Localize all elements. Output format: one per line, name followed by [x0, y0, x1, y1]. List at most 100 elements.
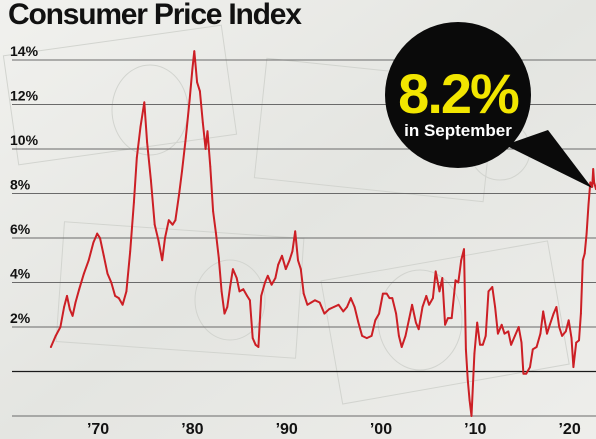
- data-point: [346, 306, 348, 308]
- data-point: [531, 348, 534, 351]
- data-point: [431, 297, 434, 299]
- data-point: [457, 281, 460, 284]
- callout-pointer: [505, 130, 592, 188]
- y-tick-label: 8%: [10, 177, 31, 193]
- data-point: [417, 328, 420, 331]
- data-point: [529, 366, 531, 368]
- data-point: [514, 335, 516, 337]
- data-point: [525, 372, 528, 375]
- data-point: [274, 277, 277, 279]
- data-point: [153, 223, 156, 226]
- data-point: [581, 259, 584, 262]
- data-point: [167, 219, 170, 222]
- data-point: [447, 317, 449, 319]
- data-point: [572, 366, 575, 368]
- data-point: [558, 326, 561, 328]
- data-point: [178, 192, 181, 195]
- data-point: [357, 321, 360, 324]
- x-tick-label: ’00: [370, 421, 392, 438]
- x-axis-ticks: ’70 ’80 ’90 ’00 ’10 ’20: [87, 421, 581, 438]
- data-point: [206, 130, 209, 133]
- data-point: [114, 294, 116, 297]
- data-point: [374, 319, 377, 322]
- data-point: [266, 274, 269, 277]
- data-point: [585, 232, 588, 235]
- data-point: [188, 99, 191, 101]
- data-point: [434, 270, 437, 273]
- data-point: [391, 297, 394, 299]
- data-point: [232, 268, 234, 271]
- data-point: [277, 263, 280, 266]
- data-point: [507, 330, 510, 333]
- data-point: [487, 290, 490, 293]
- data-point: [191, 68, 194, 70]
- data-point: [129, 250, 132, 253]
- data-point: [328, 308, 331, 311]
- data-point: [337, 303, 340, 306]
- data-point: [323, 312, 326, 315]
- data-point: [520, 341, 523, 344]
- data-point: [284, 268, 287, 271]
- data-point: [92, 241, 95, 244]
- data-point: [593, 181, 596, 184]
- data-point: [570, 337, 573, 340]
- data-point: [561, 335, 563, 337]
- data-point: [395, 312, 397, 315]
- data-point: [546, 332, 548, 335]
- data-point: [125, 290, 128, 293]
- data-point: [481, 343, 484, 346]
- data-point: [539, 332, 542, 335]
- data-point: [59, 326, 62, 328]
- data-point: [476, 321, 479, 324]
- y-tick-label: 4%: [10, 266, 31, 282]
- callout-circle: [385, 22, 531, 168]
- data-point: [542, 310, 545, 313]
- data-point: [500, 323, 503, 326]
- data-point: [99, 237, 101, 239]
- data-point: [575, 341, 578, 344]
- data-point: [157, 239, 160, 242]
- data-point: [400, 346, 403, 348]
- x-tick-label: ’20: [558, 421, 580, 438]
- data-point: [411, 303, 414, 306]
- data-point: [260, 294, 263, 297]
- data-point: [174, 219, 177, 222]
- data-point: [414, 321, 417, 324]
- data-point: [425, 294, 428, 297]
- data-point: [398, 335, 400, 337]
- data-point: [270, 283, 273, 286]
- data-point: [135, 157, 138, 159]
- data-point: [388, 297, 391, 299]
- data-point: [87, 259, 90, 262]
- y-tick-label: 12%: [10, 88, 39, 104]
- data-point: [50, 346, 52, 348]
- data-point: [552, 312, 555, 315]
- data-point: [564, 330, 567, 333]
- data-point: [294, 230, 297, 233]
- data-point: [143, 101, 146, 104]
- data-point: [468, 399, 471, 402]
- data-point: [578, 339, 580, 342]
- data-point: [408, 317, 411, 319]
- data-point: [121, 303, 124, 306]
- data-point: [133, 201, 135, 204]
- data-point: [587, 203, 590, 206]
- data-point: [204, 148, 207, 150]
- data-point: [510, 343, 513, 346]
- data-point: [421, 306, 424, 308]
- callout-value: 8.2%: [398, 62, 519, 125]
- data-point: [583, 252, 586, 255]
- data-point: [83, 272, 85, 275]
- data-point: [365, 337, 368, 340]
- data-point: [302, 292, 305, 295]
- data-point: [117, 297, 120, 299]
- data-point: [196, 81, 199, 84]
- data-point: [555, 306, 558, 308]
- y-tick-label: 6%: [10, 221, 31, 237]
- data-point: [441, 277, 444, 279]
- data-point: [353, 306, 356, 308]
- cpi-series-points: [50, 50, 596, 417]
- data-point: [220, 290, 223, 293]
- data-point: [68, 308, 71, 311]
- data-point: [332, 306, 335, 308]
